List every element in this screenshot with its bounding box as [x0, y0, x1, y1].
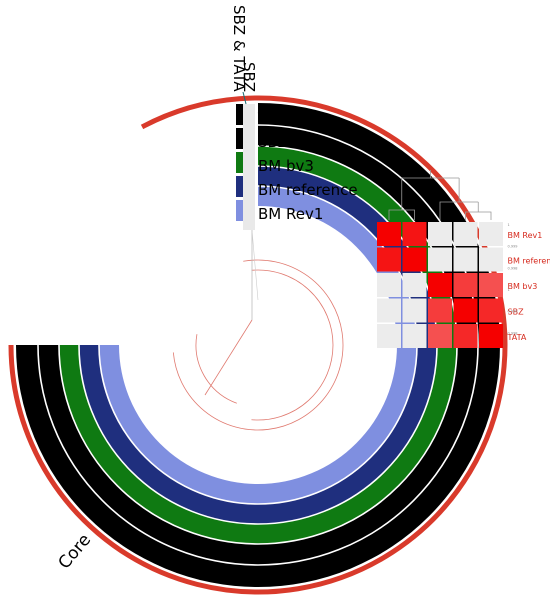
heatmap-cell — [377, 324, 401, 348]
ring-sliver-2 — [236, 128, 243, 149]
heatmap-row-label: SBZ — [508, 308, 525, 317]
ring-bm-rev1 — [99, 186, 417, 504]
ring-sliver-5 — [236, 200, 243, 221]
ring-separator-4 — [98, 185, 418, 505]
heatmap-tick-value: 0.999 — [508, 245, 518, 249]
heatmap-row-label: TATA — [507, 333, 527, 342]
heatmap-cell — [377, 273, 401, 297]
ring-labels: TATA SBZ BM bv3 BM reference BM Rev1 — [257, 109, 358, 223]
heatmap-cell — [453, 273, 478, 297]
heatmap-cell — [479, 324, 503, 348]
heatmap-tick-value: 0.998 — [508, 331, 518, 335]
ring-sliver-3 — [236, 152, 243, 173]
ring-separator-2 — [58, 145, 458, 545]
heatmap-cell — [428, 324, 452, 348]
heatmap-cell — [402, 247, 427, 272]
ring-separator-3 — [78, 165, 438, 525]
heatmap-tick-value: 1 — [508, 288, 510, 292]
ring-gap-column — [243, 104, 255, 230]
heatmap-cell — [402, 273, 427, 297]
heatmap-cell — [479, 298, 503, 323]
heatmap-cell — [428, 273, 452, 297]
ring-separators — [37, 124, 479, 566]
heatmap-cell — [479, 222, 503, 246]
heatmap-cell — [402, 324, 427, 348]
heatmap-cell — [402, 298, 427, 323]
heatmap-cell — [377, 222, 401, 246]
heatmap-tick-value: 1 — [508, 223, 510, 227]
ring-sliver-1 — [236, 104, 243, 125]
heatmap-tick-value: 0.998 — [508, 266, 518, 270]
ring-label-bm-bv3: BM bv3 — [258, 157, 314, 175]
heatmap-cell — [453, 324, 478, 348]
similarity-heatmap: BM Rev1 BM reference BM bv3 SBZ TATA 1 0.999 0.… — [377, 170, 550, 348]
heatmap-cell — [479, 247, 503, 272]
ring-label-sbz: SBZ — [258, 133, 288, 151]
dendrogram-branch-2 — [251, 229, 259, 301]
radial-label-sbz-tata: SBZ & TATA — [230, 5, 248, 92]
radial-label-sbz: SBZ — [240, 62, 258, 92]
heatmap-cell — [453, 247, 478, 272]
heatmap-row-label: BM Rev1 — [508, 231, 543, 240]
dendrogram-arc-left — [195, 334, 237, 404]
dendrogram-arc-outer — [172, 259, 344, 431]
heatmap-cell — [402, 222, 427, 246]
heatmap-cell — [428, 298, 452, 323]
core-arc — [8, 95, 508, 595]
ring-label-bm-reference: BM reference — [258, 181, 358, 199]
ring-label-tata: TATA — [257, 109, 294, 127]
heatmap-dendrogram — [388, 170, 492, 220]
core-label: Core — [55, 530, 96, 573]
ring-separator-1 — [37, 124, 479, 566]
heatmap-cell — [377, 298, 401, 323]
heatmap-cell — [428, 247, 452, 272]
radial-label-tick — [242, 91, 247, 105]
heatmap-cell — [453, 298, 478, 323]
heatmap-row-label: BM reference — [508, 257, 550, 266]
heatmap-cell — [428, 222, 452, 246]
ring-chart — [8, 95, 508, 595]
dendrogram-arc-inner — [251, 269, 334, 421]
heatmap-tick-value: 0.999 — [508, 310, 518, 314]
ring-label-bm-rev1: BM Rev1 — [258, 205, 323, 223]
ring-sliver-4 — [236, 176, 243, 197]
heatmap-cell — [377, 247, 401, 272]
heatmap-cell — [479, 273, 503, 297]
dendrogram-branch — [204, 319, 253, 396]
heatmap-cell — [453, 222, 478, 246]
inner-dendrogram — [172, 229, 344, 431]
heatmap-row-label: BM bv3 — [508, 282, 538, 291]
radial-labels: SBZ & TATA SBZ — [230, 5, 258, 105]
